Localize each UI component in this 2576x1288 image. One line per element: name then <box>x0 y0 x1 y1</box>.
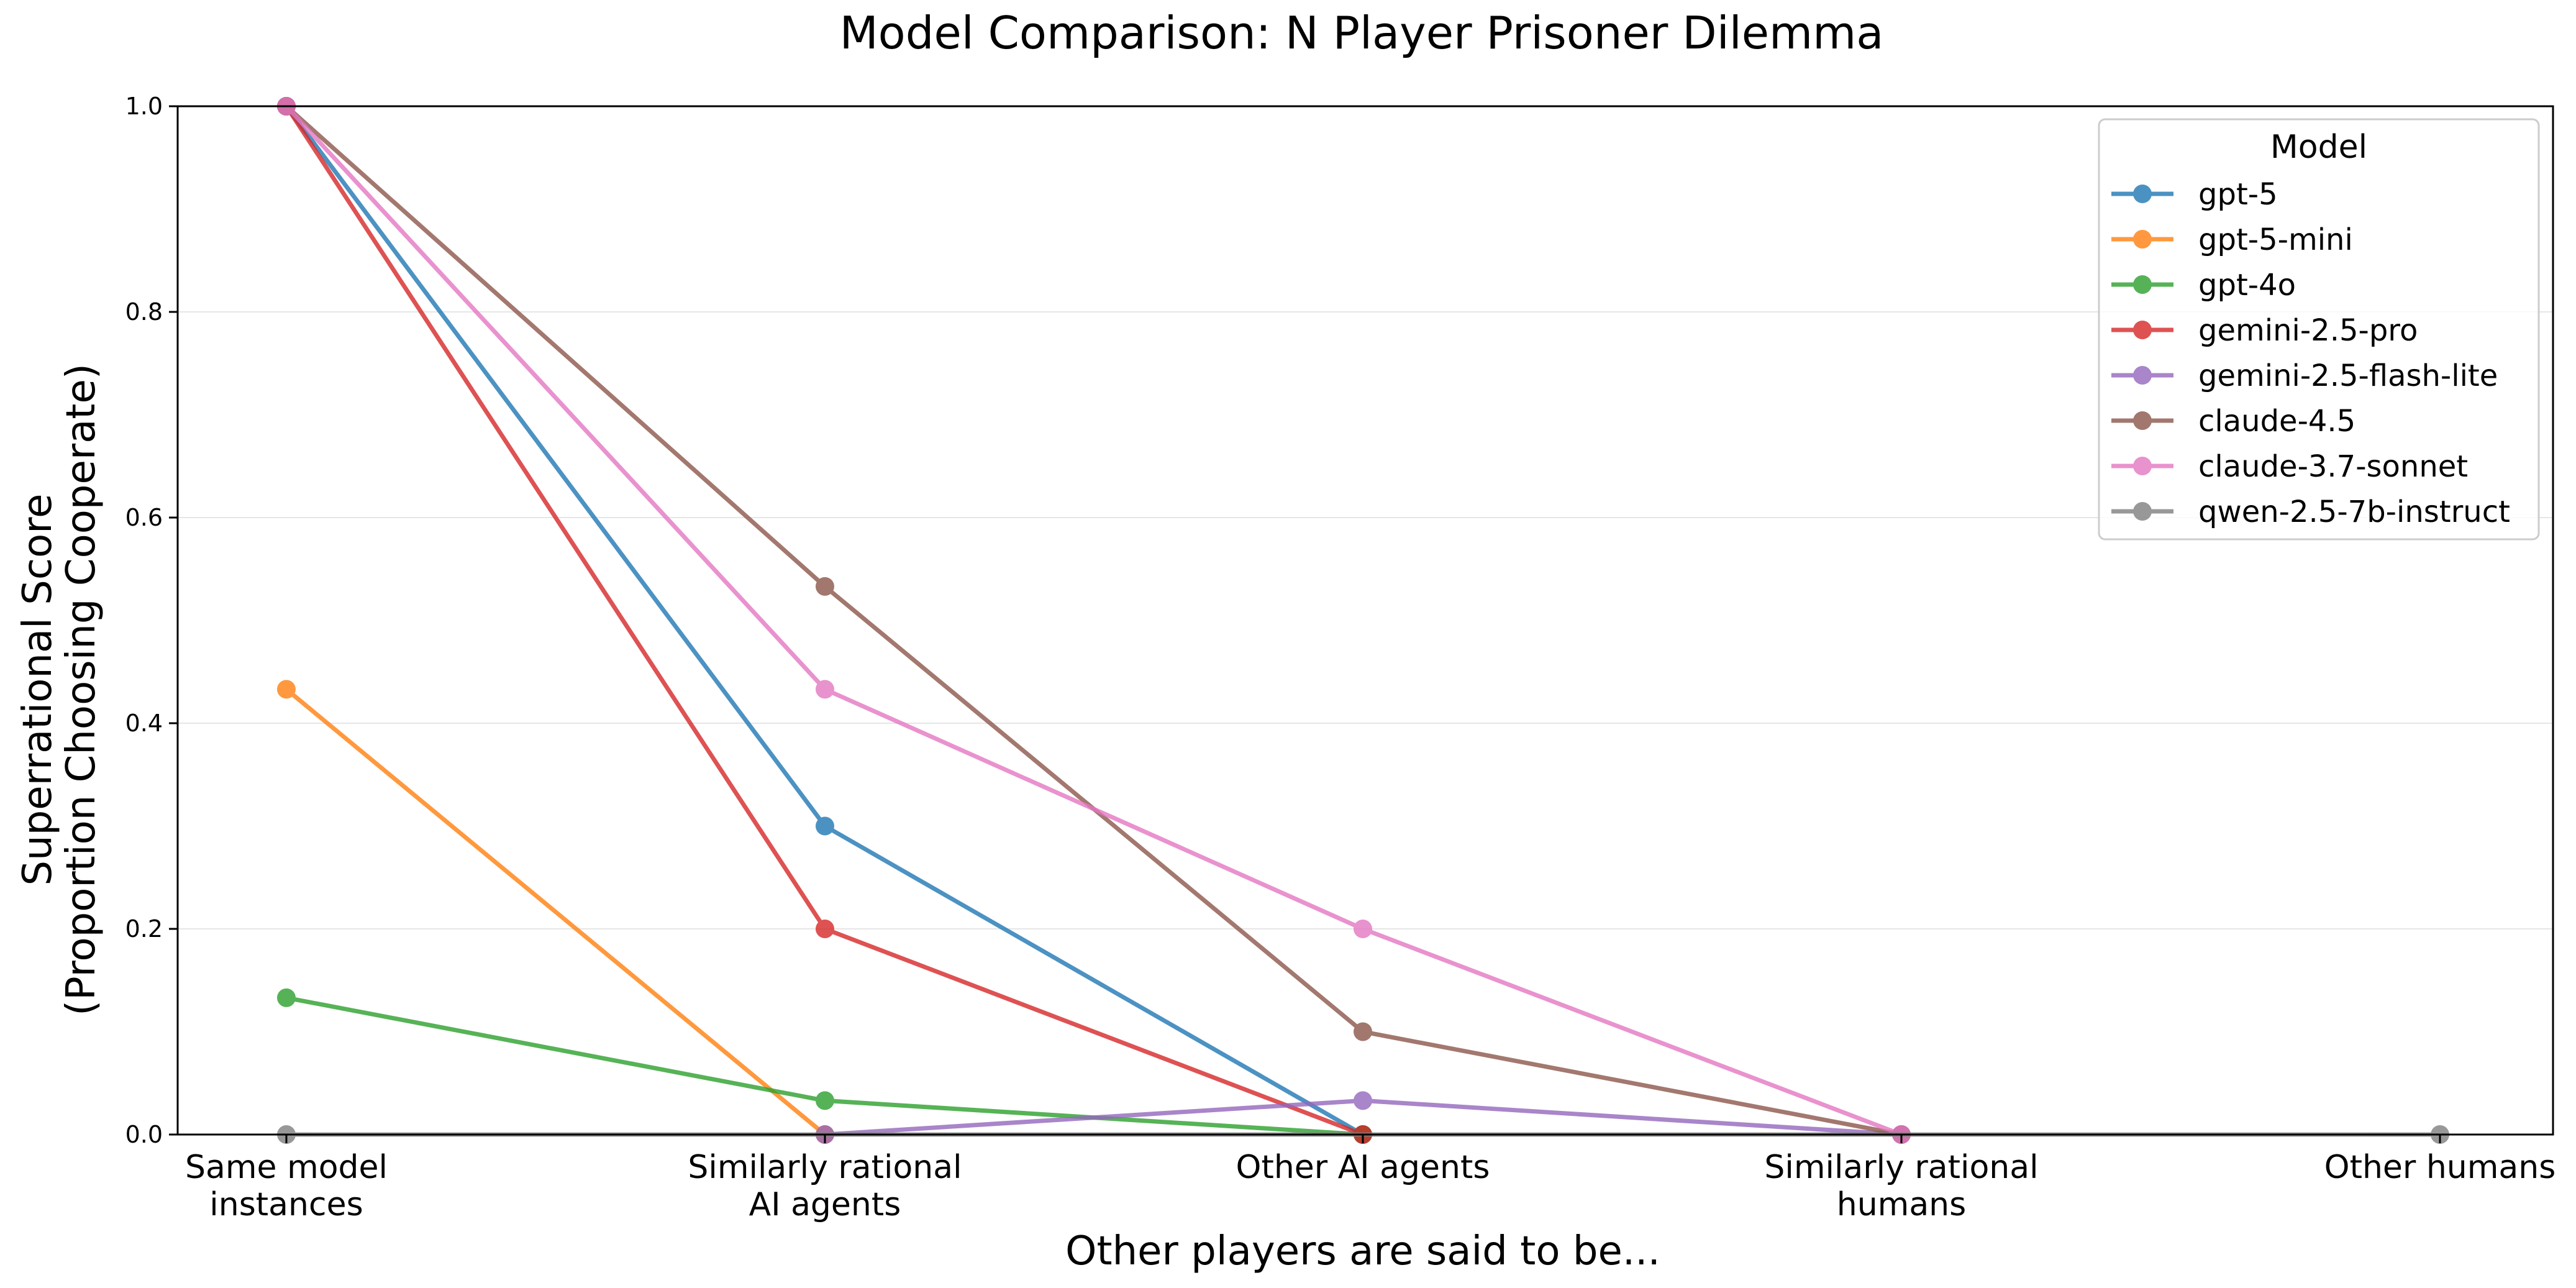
legend-label: gpt-4o <box>2198 268 2296 303</box>
data-point-gemini-2-5-pro-1 <box>816 920 834 938</box>
y-axis-label: Superrational Score(Proportion Choosing … <box>15 363 104 1016</box>
legend-item-gemini-2-5-flash-lite <box>2111 366 2173 385</box>
legend-label: claude-4.5 <box>2198 404 2355 439</box>
y-tick-label: 0.2 <box>125 915 163 943</box>
chart-title: Model Comparison: N Player Prisoner Dile… <box>840 7 1884 59</box>
y-tick-label: 0.4 <box>125 710 163 737</box>
legend-swatch-marker <box>2133 275 2152 294</box>
series-line-gpt-5-mini <box>284 687 827 1136</box>
legend-swatch-marker <box>2133 366 2152 385</box>
data-point-gpt-5-1 <box>816 816 834 836</box>
legend-item-gpt-4o <box>2111 275 2173 294</box>
y-tick-label: 0.8 <box>125 298 163 326</box>
x-axis-label: Other players are said to be... <box>1065 1228 1660 1274</box>
legend-swatch-marker <box>2133 230 2152 249</box>
legend-item-qwen-2-5-7b-instruct <box>2111 502 2173 521</box>
legend-label: claude-3.7-sonnet <box>2198 449 2468 484</box>
legend-swatch-marker <box>2133 321 2152 339</box>
x-tick-label-line: Same model <box>185 1149 388 1186</box>
x-tick-label-line: instances <box>209 1186 363 1223</box>
legend-swatch-marker <box>2133 411 2152 430</box>
series-gpt-5 <box>277 97 1372 1144</box>
data-point-gemini-2-5-flash-lite-2 <box>1354 1091 1372 1110</box>
y-axis-label-line-1: Superrational Score <box>15 493 61 885</box>
x-tick-label-line: Similarly rational <box>1764 1149 2038 1186</box>
x-tick-label-other-ai-agents: Other AI agents <box>1236 1149 1490 1186</box>
legend-label: gpt-5-mini <box>2198 222 2353 257</box>
data-point-claude-3-7-sonnet-2 <box>1354 920 1372 938</box>
data-point-gpt-5-mini-0 <box>277 680 296 699</box>
legend-label: gemini-2.5-pro <box>2198 313 2418 348</box>
y-tick-label: 0.6 <box>125 504 163 531</box>
data-point-gpt-4o-0 <box>277 988 296 1007</box>
legend-item-gemini-2-5-pro <box>2111 321 2173 339</box>
legend-item-claude-4-5 <box>2111 411 2173 430</box>
data-point-claude-4-5-1 <box>816 577 834 596</box>
data-point-claude-3-7-sonnet-1 <box>816 680 834 699</box>
x-tick-label-line: Other AI agents <box>1236 1149 1490 1186</box>
legend-item-gpt-5 <box>2111 185 2173 203</box>
legend-swatch-marker <box>2133 185 2152 203</box>
series-gpt-4o <box>277 988 1372 1144</box>
x-tick-label-same-model-instances: Same model instances <box>185 1149 388 1223</box>
series-line-claude-3-7-sonnet <box>284 104 1903 1137</box>
x-tick-label-line: Similarly rational <box>688 1149 962 1186</box>
series-line-gemini-2-5-pro <box>284 105 1364 1137</box>
legend-label: gemini-2.5-flash-lite <box>2198 359 2498 393</box>
series-claude-3-7-sonnet <box>277 97 1911 1144</box>
legend-item-claude-3-7-sonnet <box>2111 457 2173 475</box>
axes: 0.0 0.2 0.4 0.6 0.8 1.0 Same model instances Sim… <box>125 93 2556 1223</box>
y-tick-label: 1.0 <box>125 93 163 120</box>
legend-label: gpt-5 <box>2198 177 2278 212</box>
data-point-gpt-4o-1 <box>816 1091 834 1110</box>
legend-box <box>2098 118 2540 541</box>
legend-title: Model <box>2270 129 2367 166</box>
series-claude-4-5 <box>277 97 1911 1144</box>
series-line-gpt-4o <box>286 995 1363 1137</box>
legend-swatch-marker <box>2133 502 2152 521</box>
legend-item-gpt-5-mini <box>2111 230 2173 249</box>
x-tick-label-other-humans: Other humans <box>2324 1149 2556 1186</box>
x-tick-label-similarly-rational-ai-agents: Similarly rational AI agents <box>688 1149 962 1223</box>
x-tick-label-line: Other humans <box>2324 1149 2556 1186</box>
x-tick-label-line: humans <box>1837 1186 1966 1223</box>
y-axis-label-line-2: (Proportion Choosing Cooperate) <box>58 363 104 1016</box>
y-tick-label: 0.0 <box>125 1121 163 1148</box>
series-line-gpt-5 <box>284 104 1364 1137</box>
plot-frame <box>176 105 2554 1136</box>
legend: Model gpt-5 gpt-5-mini gpt-4o gemini-2.5-pro… <box>2098 118 2540 541</box>
legend-label: qwen-2.5-7b-instruct <box>2198 495 2510 529</box>
x-tick-label-similarly-rational-humans: Similarly rational humans <box>1764 1149 2038 1223</box>
series-gemini-2-5-pro <box>277 97 1372 1144</box>
x-tick-label-line: AI agents <box>749 1186 901 1223</box>
series-gpt-5-mini <box>277 680 834 1144</box>
legend-swatch-marker <box>2133 457 2152 475</box>
data-point-claude-4-5-2 <box>1354 1022 1372 1041</box>
